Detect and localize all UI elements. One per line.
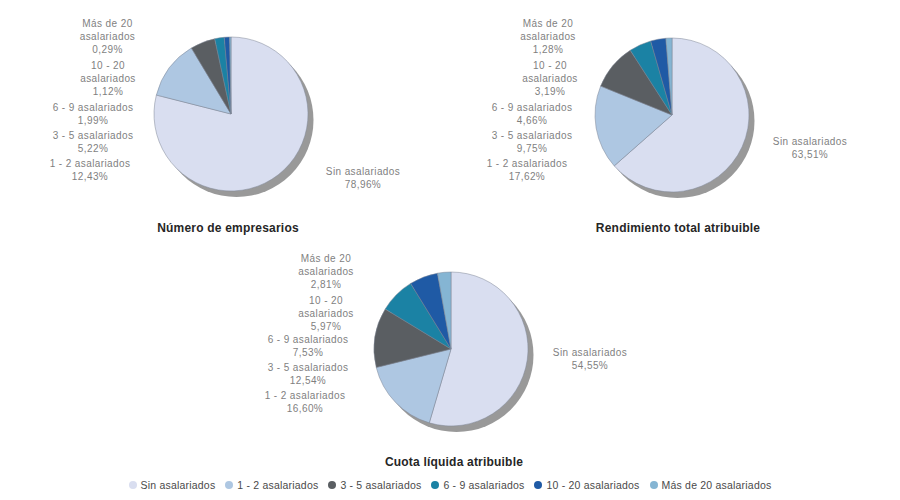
legend-label: Más de 20 asalariados — [662, 479, 772, 491]
legend-item-6-9-asalariados: 6 - 9 asalariados — [431, 479, 524, 491]
slice-label-percent: 1,99% — [28, 114, 158, 127]
slice-label-name: 6 - 9 asalariados — [467, 101, 597, 114]
slice-label-name: Sin asalariados — [745, 135, 875, 148]
slice-label-name: 1 - 2 asalariados — [240, 389, 370, 402]
slice-label-percent: 12,43% — [25, 170, 155, 183]
pie-label-6-9-asalariados: 6 - 9 asalariados7,53% — [243, 333, 373, 359]
slice-label-percent: 5,97% — [261, 320, 391, 333]
slice-label-name: 6 - 9 asalariados — [28, 101, 158, 114]
legend-dot-sin-asalariados — [129, 481, 137, 489]
legend: Sin asalariados 1 - 2 asalariados 3 - 5 as… — [0, 479, 900, 491]
chart-title-numero-de-empresarios: Número de empresarios — [78, 221, 378, 236]
pie-label-10-20-asalariados: 10 - 20 asalariados3,19% — [485, 59, 615, 98]
slice-label-percent: 12,54% — [243, 374, 373, 387]
slice-label-name: 6 - 9 asalariados — [243, 333, 373, 346]
legend-label: Sin asalariados — [141, 479, 216, 491]
pie-label-1-2-asalariados: 1 - 2 asalariados12,43% — [25, 157, 155, 183]
slice-label-percent: 17,62% — [462, 170, 592, 183]
pie-label-6-9-asalariados: 6 - 9 asalariados1,99% — [28, 101, 158, 127]
slice-label-percent: 54,55% — [525, 359, 655, 372]
pie-rendimiento-total-atribuible — [595, 38, 754, 198]
legend-item-m-s-de-20-asalariados: Más de 20 asalariados — [650, 479, 772, 491]
slice-label-name: 1 - 2 asalariados — [462, 157, 592, 170]
slice-label-name: Más de 20 asalariados — [483, 17, 613, 43]
legend-dot-10-20-asalariados — [534, 481, 542, 489]
legend-dot-6-9-asalariados — [431, 481, 439, 489]
slice-label-percent: 1,12% — [43, 85, 173, 98]
slice-label-name: Sin asalariados — [525, 346, 655, 359]
pie-label-m-s-de-20-asalariados: Más de 20 asalariados1,28% — [483, 17, 613, 56]
legend-item-10-20-asalariados: 10 - 20 asalariados — [534, 479, 639, 491]
chart-canvas: Más de 20 asalariados0,29%10 - 20 asalar… — [0, 0, 900, 500]
legend-label: 1 - 2 asalariados — [237, 479, 318, 491]
slice-label-percent: 9,75% — [467, 142, 597, 155]
slice-label-name: 10 - 20 asalariados — [485, 59, 615, 85]
pie-label-3-5-asalariados: 3 - 5 asalariados12,54% — [243, 361, 373, 387]
slice-label-percent: 4,66% — [467, 114, 597, 127]
pie-label-sin-asalariados: Sin asalariados78,96% — [298, 165, 428, 191]
pie-label-10-20-asalariados: 10 - 20 asalariados5,97% — [261, 294, 391, 333]
pie-label-m-s-de-20-asalariados: Más de 20 asalariados2,81% — [261, 252, 391, 291]
chart-title-rendimiento-total-atribuible: Rendimiento total atribuible — [528, 221, 828, 236]
legend-label: 6 - 9 asalariados — [443, 479, 524, 491]
slice-label-name: 3 - 5 asalariados — [28, 129, 158, 142]
slice-label-name: 3 - 5 asalariados — [467, 129, 597, 142]
chart-title-cuota-liquida-atribuible: Cuota líquida atribuible — [304, 455, 604, 470]
pie-label-3-5-asalariados: 3 - 5 asalariados5,22% — [28, 129, 158, 155]
pie-label-sin-asalariados: Sin asalariados54,55% — [525, 346, 655, 372]
pie-label-10-20-asalariados: 10 - 20 asalariados1,12% — [43, 59, 173, 98]
legend-label: 10 - 20 asalariados — [546, 479, 639, 491]
slice-label-percent: 0,29% — [43, 43, 173, 56]
slice-label-name: 1 - 2 asalariados — [25, 157, 155, 170]
legend-item-1-2-asalariados: 1 - 2 asalariados — [225, 479, 318, 491]
legend-dot-1-2-asalariados — [225, 481, 233, 489]
pie-cuota-l-quida-atribuible — [374, 272, 534, 432]
slice-label-name: 10 - 20 asalariados — [43, 59, 173, 85]
legend-dot-3-5-asalariados — [328, 481, 336, 489]
slice-label-name: Sin asalariados — [298, 165, 428, 178]
legend-item-sin-asalariados: Sin asalariados — [129, 479, 216, 491]
slice-label-name: 3 - 5 asalariados — [243, 361, 373, 374]
slice-label-percent: 2,81% — [261, 278, 391, 291]
slice-label-percent: 16,60% — [240, 402, 370, 415]
slice-label-percent: 3,19% — [485, 85, 615, 98]
legend-dot-m-s-de-20-asalariados — [650, 481, 658, 489]
pie-label-m-s-de-20-asalariados: Más de 20 asalariados0,29% — [43, 17, 173, 56]
slice-label-percent: 1,28% — [483, 43, 613, 56]
slice-label-name: 10 - 20 asalariados — [261, 294, 391, 320]
legend-item-3-5-asalariados: 3 - 5 asalariados — [328, 479, 421, 491]
pie-label-3-5-asalariados: 3 - 5 asalariados9,75% — [467, 129, 597, 155]
legend-label: 3 - 5 asalariados — [340, 479, 421, 491]
pie-label-1-2-asalariados: 1 - 2 asalariados16,60% — [240, 389, 370, 415]
slice-label-percent: 7,53% — [243, 346, 373, 359]
slice-label-name: Más de 20 asalariados — [261, 252, 391, 278]
slice-label-name: Más de 20 asalariados — [43, 17, 173, 43]
pie-label-1-2-asalariados: 1 - 2 asalariados17,62% — [462, 157, 592, 183]
slice-label-percent: 78,96% — [298, 178, 428, 191]
pie-label-sin-asalariados: Sin asalariados63,51% — [745, 135, 875, 161]
pie-n-mero-de-empresarios — [154, 37, 314, 197]
pie-label-6-9-asalariados: 6 - 9 asalariados4,66% — [467, 101, 597, 127]
slice-label-percent: 63,51% — [745, 148, 875, 161]
slice-label-percent: 5,22% — [28, 142, 158, 155]
